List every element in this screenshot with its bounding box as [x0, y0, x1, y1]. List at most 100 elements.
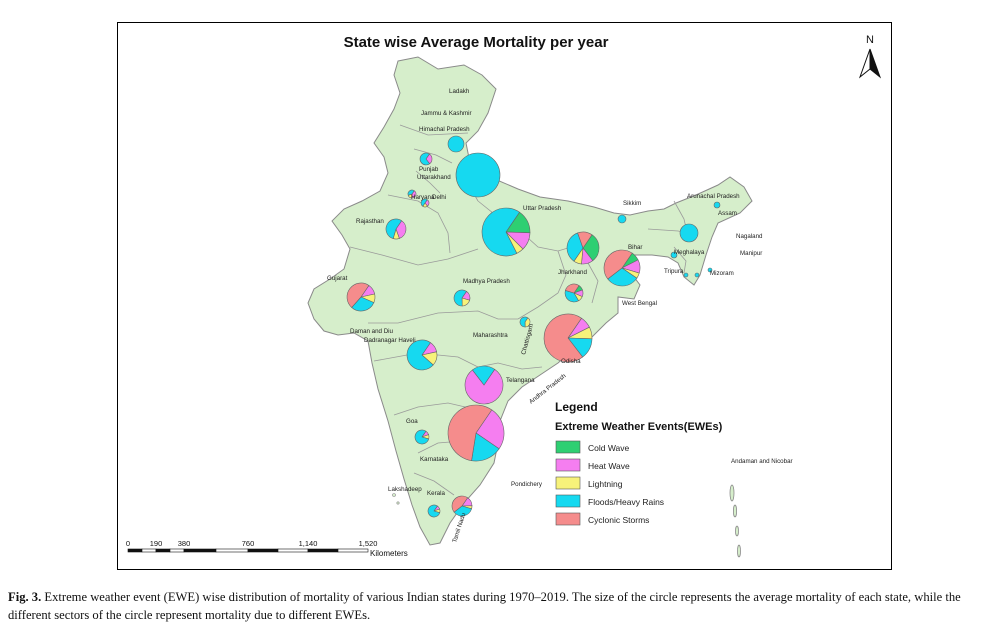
state-label-uttarakhand: Uttarakhand: [417, 174, 451, 181]
pie-sector: [464, 368, 504, 405]
india-mortality-map: State wise Average Mortality per year N …: [126, 34, 882, 558]
scale-unit-label: Kilometers: [370, 549, 408, 558]
state-label-ladakh: Ladakh: [449, 88, 470, 95]
scale-tick-label: 380: [178, 539, 191, 548]
scale-bar-segment: [183, 548, 217, 553]
state-label-uttar-pradesh: Uttar Pradesh: [523, 205, 562, 212]
lakshadweep-islands: [392, 493, 400, 505]
pie-sector: [453, 289, 467, 307]
state-label-mizoram: Mizoram: [710, 270, 734, 277]
state-label-kerala: Kerala: [427, 490, 445, 497]
pie-sector: [419, 152, 431, 166]
pie-sector: [670, 251, 678, 259]
pie-sector: [707, 267, 713, 273]
mortality-pie: [683, 272, 689, 278]
scale-bar-segment: [141, 548, 157, 553]
state-label-karnataka: Karnataka: [420, 456, 449, 463]
pie-sector: [427, 504, 441, 518]
state-label-himachal-pradesh: Himachal Pradesh: [419, 126, 470, 133]
mortality-pie: [455, 152, 501, 198]
scale-bar-segment: [337, 548, 369, 553]
pie-sector: [564, 290, 579, 303]
pie-sector: [683, 272, 689, 278]
north-label: N: [866, 34, 874, 46]
scale-tick-label: 1,140: [299, 539, 318, 548]
mortality-pie: [346, 282, 376, 312]
pie-sector: [713, 201, 721, 209]
scale-bar-segment: [247, 548, 279, 553]
state-label-west-bengal: West Bengal: [622, 300, 657, 307]
mortality-pie: [419, 152, 433, 166]
state-label-gujarat: Gujarat: [327, 275, 348, 282]
north-arrow-icon: N: [858, 34, 882, 79]
pie-sector: [607, 267, 638, 287]
legend-label-heat-wave: Heat Wave: [588, 461, 630, 471]
scale-tick-label: 760: [242, 539, 255, 548]
mortality-pie: [453, 289, 471, 307]
pie-sector: [453, 505, 472, 517]
legend-label-lightning: Lightning: [588, 479, 623, 489]
scale-bar-segment: [169, 548, 185, 553]
pie-sector: [603, 249, 633, 280]
figure-number: Fig. 3.: [8, 590, 42, 604]
mortality-pie: [564, 283, 584, 303]
andaman-islands: [729, 484, 741, 558]
state-label-lakshadeep: Lakshadeep: [388, 486, 422, 493]
legend-subtitle: Extreme Weather Events(EWEs): [555, 421, 723, 433]
scale-tick-label: 0: [126, 539, 130, 548]
pie-sector: [385, 218, 403, 239]
pie-sector: [679, 223, 699, 243]
state-label-arunachal-pradesh: Arunachal Pradesh: [687, 193, 740, 200]
state-label-andaman-and-nicobar: Andaman and Nicobar: [731, 458, 793, 465]
legend-label-cold-wave: Cold Wave: [588, 443, 630, 453]
mortality-pie: [566, 231, 600, 265]
mortality-pie: [464, 365, 504, 405]
mortality-pie: [406, 339, 438, 371]
pie-sector: [543, 313, 584, 363]
pie-sector: [455, 152, 501, 198]
pie-sector: [451, 495, 469, 513]
scale-bar-segment: [127, 548, 143, 553]
mortality-pie: [694, 272, 700, 278]
scale-tick-label: 190: [150, 539, 163, 548]
state-label-telangana: Telangana: [506, 377, 535, 384]
state-label-maharashtra: Maharashtra: [473, 332, 508, 339]
legend-swatch-heat-wave: [555, 458, 581, 472]
pie-sector: [447, 135, 465, 153]
state-label-delhi: Delhi: [432, 194, 446, 201]
pie-sector: [582, 234, 600, 262]
mortality-pie: [420, 198, 430, 208]
state-label-punjab: Punjab: [419, 166, 439, 173]
state-label-manipur: Manipur: [740, 250, 762, 257]
mortality-pie: [385, 218, 407, 240]
legend-label-cyclonic-storms: Cyclonic Storms: [588, 515, 649, 525]
pie-sector: [471, 365, 496, 386]
pie-sector: [407, 189, 415, 196]
legend-title: Legend: [555, 400, 598, 414]
pie-layer: [346, 135, 721, 518]
pie-sector: [351, 296, 375, 312]
legend-swatch-cold-wave: [555, 440, 581, 454]
mortality-pie: [447, 404, 505, 462]
map-title: State wise Average Mortality per year: [344, 34, 609, 51]
state-label-daman-and-diu: Daman and Diu: [350, 328, 394, 335]
mortality-pie: [519, 316, 531, 328]
pie-sector: [577, 231, 593, 249]
state-label-nagaland: Nagaland: [736, 233, 763, 240]
state-label-assam: Assam: [718, 210, 737, 217]
state-label-rajasthan: Rajasthan: [356, 218, 384, 225]
pie-sector: [475, 409, 505, 450]
mortality-pie: [713, 201, 721, 209]
mortality-pie: [670, 251, 678, 259]
mortality-pie: [447, 135, 465, 153]
scale-bar-segment: [155, 548, 171, 553]
pie-sector: [395, 220, 407, 239]
scale-bar-segment: [307, 548, 339, 553]
figure-caption: Fig. 3. Extreme weather event (EWE) wise…: [8, 588, 1003, 624]
mortality-pie: [617, 214, 627, 224]
map-frame: State wise Average Mortality per year N …: [117, 22, 892, 570]
pie-sector: [447, 404, 493, 461]
legend-label-floods-heavy-rains: Floods/Heavy Rains: [588, 497, 664, 507]
pie-sector: [420, 198, 428, 207]
pie-sector: [617, 214, 627, 224]
